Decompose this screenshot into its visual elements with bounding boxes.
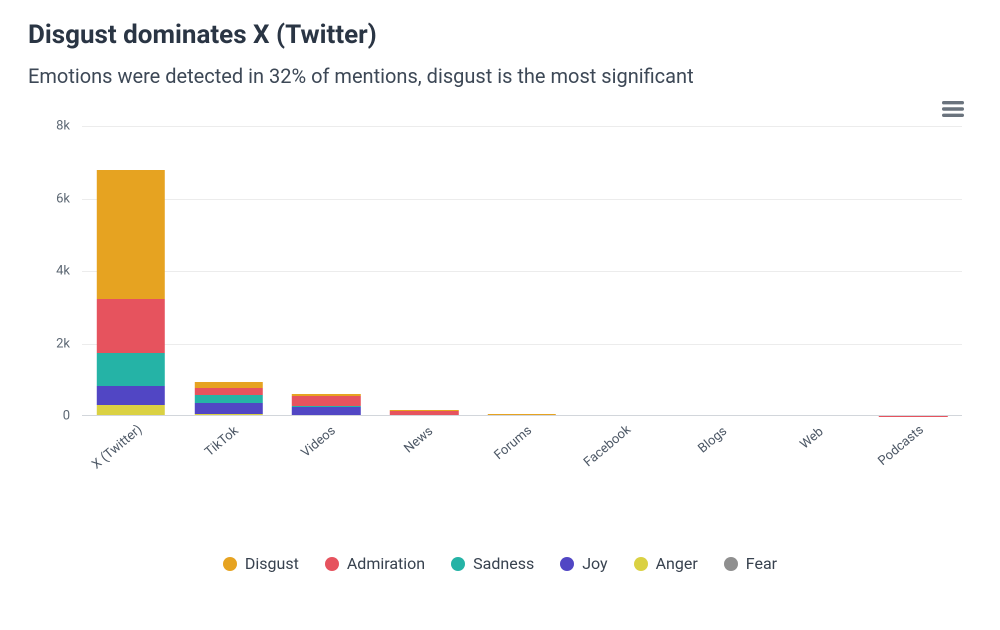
bar-segment[interactable]: [292, 407, 360, 415]
chart-title: Disgust dominates X (Twitter): [28, 20, 972, 50]
x-tick-label: Podcasts: [876, 423, 927, 469]
bar-segment[interactable]: [97, 299, 165, 353]
legend-swatch: [325, 557, 339, 571]
legend-swatch: [223, 557, 237, 571]
legend-item[interactable]: Sadness: [451, 554, 534, 573]
x-tick-label: Videos: [299, 423, 339, 460]
legend-item[interactable]: Disgust: [223, 554, 299, 573]
bar-segment[interactable]: [194, 395, 262, 403]
x-tick-label: TikTok: [202, 424, 241, 460]
legend-label: Fear: [746, 554, 777, 573]
x-tick-label: Forums: [492, 423, 535, 463]
bar-stack[interactable]: [194, 382, 262, 416]
legend-label: Anger: [656, 554, 698, 573]
x-tick-label: X (Twitter): [89, 422, 145, 472]
bar-segment[interactable]: [97, 386, 165, 405]
bar-segment[interactable]: [97, 353, 165, 386]
legend-swatch: [451, 557, 465, 571]
legend-item[interactable]: Admiration: [325, 554, 425, 573]
bar-segment[interactable]: [97, 170, 165, 300]
bar-segment[interactable]: [194, 388, 262, 395]
bar-segment[interactable]: [292, 396, 360, 405]
legend-swatch: [634, 557, 648, 571]
legend-label: Joy: [582, 554, 607, 573]
chart-menu-icon[interactable]: [940, 98, 966, 120]
legend-label: Disgust: [245, 554, 299, 573]
legend-swatch: [560, 557, 574, 571]
y-tick-label: 2k: [56, 336, 70, 351]
emotion-stacked-bar-chart: 02k4k6k8k X (Twitter)TikTokVideosNewsFor…: [28, 126, 972, 486]
x-tick-label: News: [402, 424, 437, 456]
legend-label: Sadness: [473, 554, 534, 573]
legend-label: Admiration: [347, 554, 425, 573]
chart-subtitle: Emotions were detected in 32% of mention…: [28, 64, 972, 88]
y-tick-label: 0: [63, 409, 70, 424]
legend-item[interactable]: Joy: [560, 554, 607, 573]
legend: Disgust Admiration Sadness Joy Anger Fear: [28, 554, 972, 573]
x-tick-label: Facebook: [581, 422, 634, 470]
x-tick-label: Blogs: [695, 424, 730, 457]
legend-item[interactable]: Fear: [724, 554, 777, 573]
bar-stack[interactable]: [292, 394, 360, 416]
legend-item[interactable]: Anger: [634, 554, 698, 573]
y-tick-label: 8k: [56, 119, 70, 134]
bar-stack[interactable]: [97, 170, 165, 416]
y-tick-label: 6k: [56, 191, 70, 206]
legend-swatch: [724, 557, 738, 571]
bar-segment[interactable]: [194, 403, 262, 415]
x-tick-label: Web: [798, 424, 827, 452]
y-tick-label: 4k: [56, 264, 70, 279]
